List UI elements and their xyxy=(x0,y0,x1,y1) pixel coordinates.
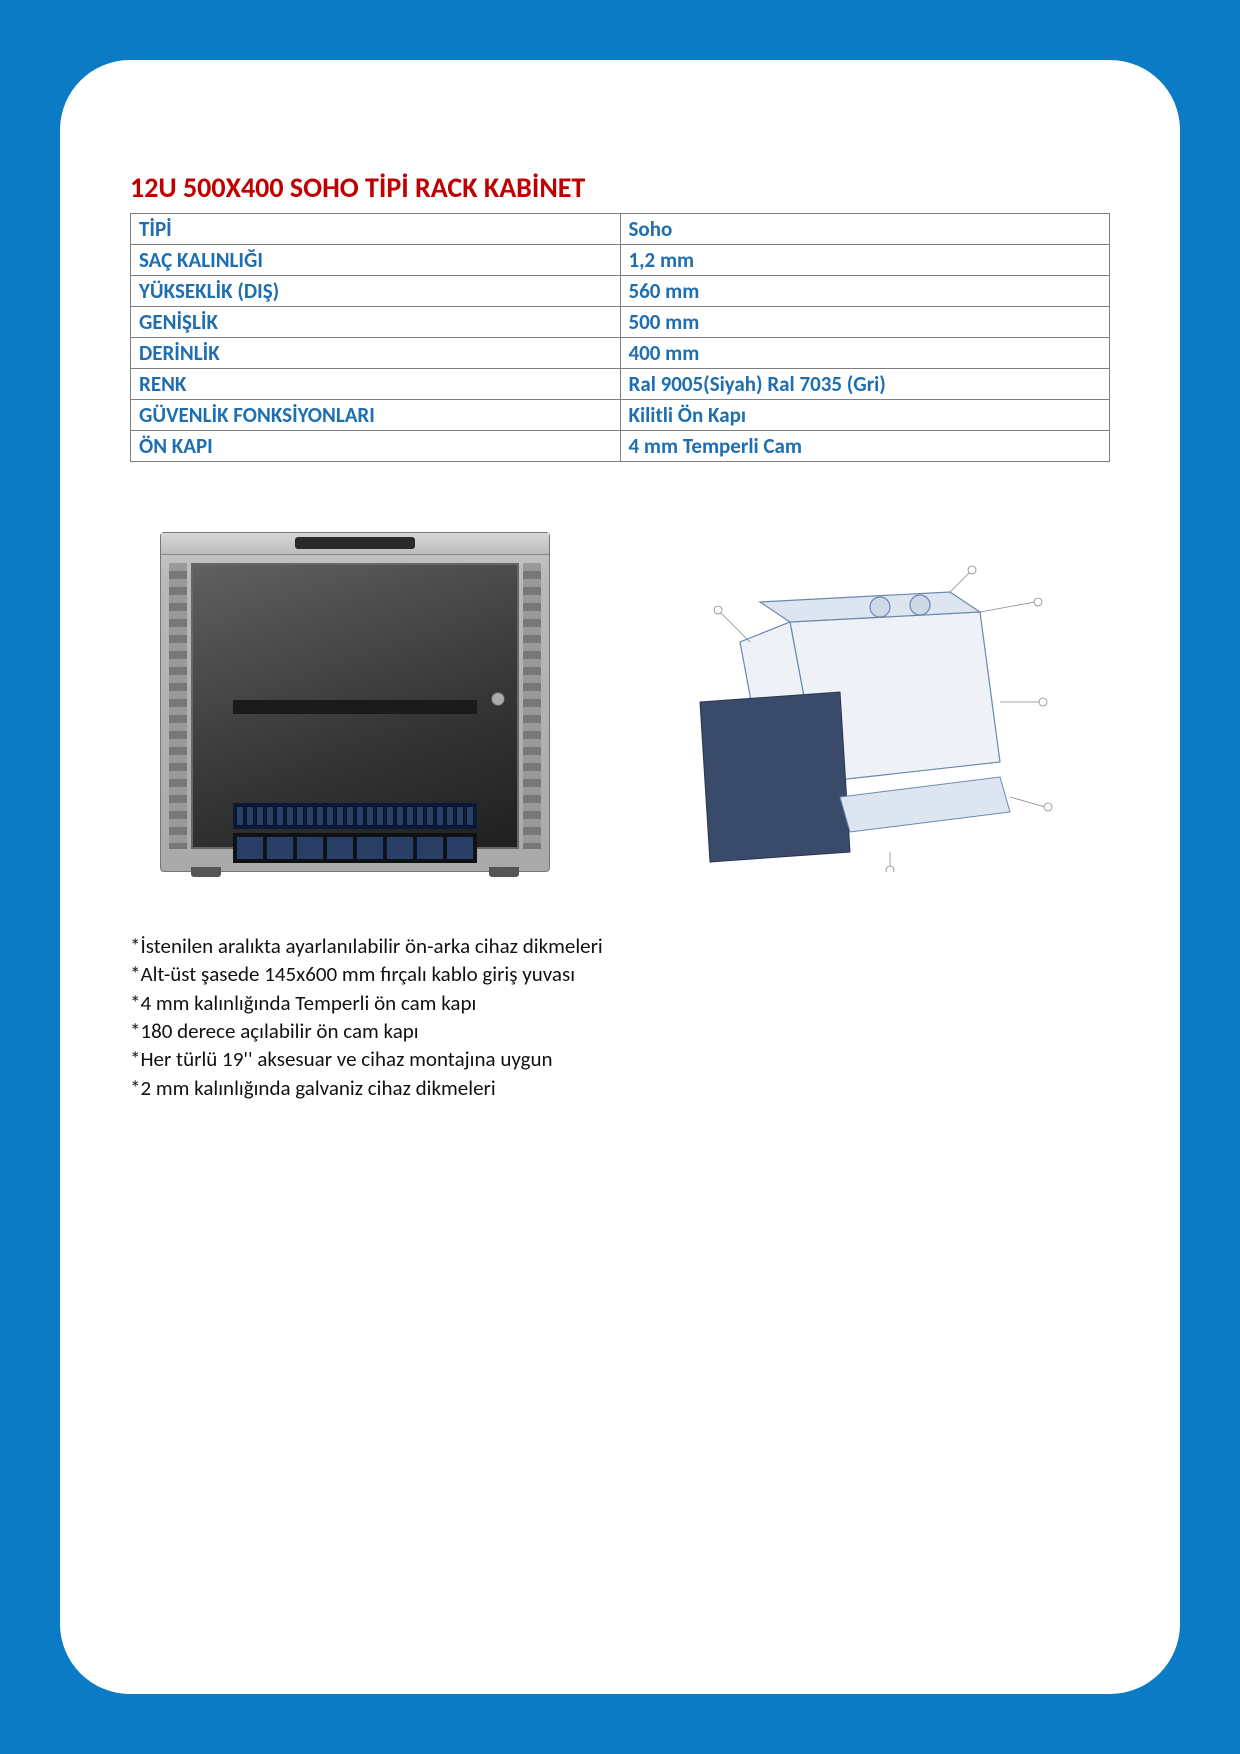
feature-list: *İstenilen aralıkta ayarlanılabilir ön-a… xyxy=(130,932,1110,1102)
feature-item: *180 derece açılabilir ön cam kapı xyxy=(130,1017,1110,1045)
table-row: ÖN KAPI 4 mm Temperli Cam xyxy=(131,431,1110,462)
feature-item: *2 mm kalınlığında galvaniz cihaz dikmel… xyxy=(130,1074,1110,1102)
rack-shelf xyxy=(233,700,477,714)
spec-table: TİPİ Soho SAÇ KALINLIĞI 1,2 mm YÜKSEKLİK… xyxy=(130,213,1110,462)
spec-value: 560 mm xyxy=(620,276,1110,307)
product-title: 12U 500X400 SOHO TİPİ RACK KABİNET xyxy=(130,170,1110,205)
spec-value: Kilitli Ön Kapı xyxy=(620,400,1110,431)
spec-label: RENK xyxy=(131,369,621,400)
rack-rail-left xyxy=(169,563,187,849)
product-photo xyxy=(160,532,550,872)
table-row: DERİNLİK 400 mm xyxy=(131,338,1110,369)
feature-item: *İstenilen aralıkta ayarlanılabilir ön-a… xyxy=(130,932,1110,960)
spec-value: 500 mm xyxy=(620,307,1110,338)
glass-door xyxy=(191,563,519,849)
feature-item: *Alt-üst şasede 145x600 mm fırçalı kablo… xyxy=(130,960,1110,988)
spec-label: YÜKSEKLİK (DIŞ) xyxy=(131,276,621,307)
cabinet-feet xyxy=(161,867,549,877)
cabinet-handle xyxy=(295,537,415,549)
spec-value: Soho xyxy=(620,214,1110,245)
spec-label: DERİNLİK xyxy=(131,338,621,369)
spec-label: SAÇ KALINLIĞI xyxy=(131,245,621,276)
spec-label: GÜVENLİK FONKSİYONLARI xyxy=(131,400,621,431)
page-card: 12U 500X400 SOHO TİPİ RACK KABİNET TİPİ … xyxy=(60,60,1180,1694)
table-row: RENK Ral 9005(Siyah) Ral 7035 (Gri) xyxy=(131,369,1110,400)
lock-icon xyxy=(491,692,505,706)
spec-value: 400 mm xyxy=(620,338,1110,369)
spec-value: Ral 9005(Siyah) Ral 7035 (Gri) xyxy=(620,369,1110,400)
patch-panel xyxy=(233,803,477,829)
spec-value: 1,2 mm xyxy=(620,245,1110,276)
spec-label: TİPİ xyxy=(131,214,621,245)
table-row: SAÇ KALINLIĞI 1,2 mm xyxy=(131,245,1110,276)
exploded-diagram xyxy=(640,552,1060,872)
spec-value: 4 mm Temperli Cam xyxy=(620,431,1110,462)
spec-label: GENİŞLİK xyxy=(131,307,621,338)
cabinet-top xyxy=(161,533,549,555)
table-row: TİPİ Soho xyxy=(131,214,1110,245)
feature-item: *4 mm kalınlığında Temperli ön cam kapı xyxy=(130,989,1110,1017)
feature-item: *Her türlü 19'' aksesuar ve cihaz montaj… xyxy=(130,1045,1110,1073)
pdu-strip xyxy=(233,833,477,863)
table-row: YÜKSEKLİK (DIŞ) 560 mm xyxy=(131,276,1110,307)
spec-label: ÖN KAPI xyxy=(131,431,621,462)
images-row xyxy=(130,532,1110,872)
table-row: GÜVENLİK FONKSİYONLARI Kilitli Ön Kapı xyxy=(131,400,1110,431)
table-row: GENİŞLİK 500 mm xyxy=(131,307,1110,338)
rack-rail-right xyxy=(523,563,541,849)
cabinet-body xyxy=(160,532,550,872)
